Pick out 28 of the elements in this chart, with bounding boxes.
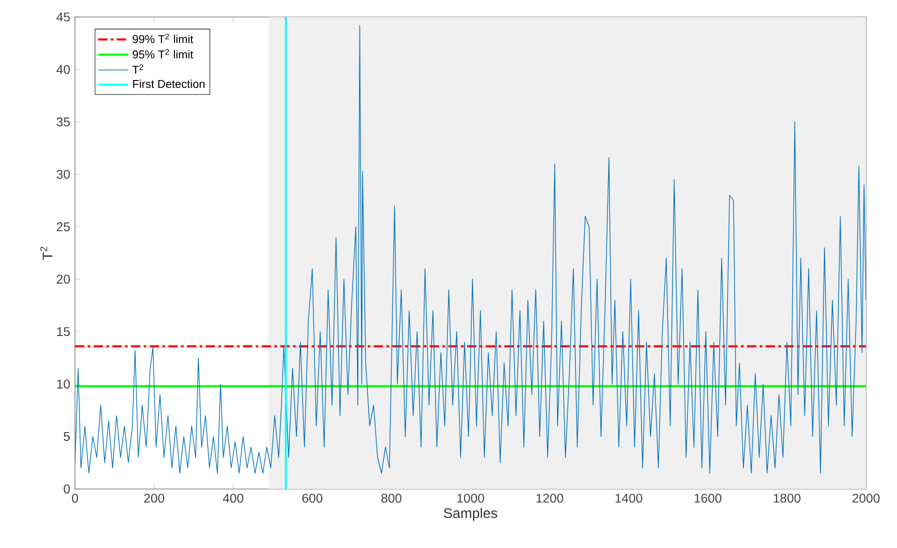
- y-tick-label: 25: [56, 222, 70, 232]
- x-tick-label: 400: [222, 494, 244, 503]
- legend-label: T$^{2}$: [132, 64, 144, 74]
- x-tick-label: 600: [302, 494, 322, 503]
- x-tick-label: 2000: [852, 494, 880, 503]
- y-tick-label: 30: [56, 170, 70, 179]
- y-tick-label: 40: [56, 64, 70, 74]
- y-tick-label: 5: [64, 432, 70, 441]
- y-axis-title: T$^{2}$: [40, 246, 52, 260]
- x-tick-label: 1200: [536, 494, 564, 503]
- y-tick-label: 10: [57, 380, 70, 389]
- x-tick-label: 200: [144, 494, 164, 503]
- x-tick-label: 1000: [457, 494, 484, 503]
- x-tick-label: 1800: [774, 494, 800, 503]
- y-tick-label: 0: [64, 484, 70, 494]
- x-tick-label: 0: [72, 494, 78, 503]
- line-series: [75, 25, 866, 474]
- legend-label: 99% T$^{2}$ limit: [132, 34, 194, 44]
- legend-label: 95% T$^{2}$ limit: [132, 49, 194, 58]
- y-tick-label: 15: [57, 327, 70, 336]
- legend-label: First Detection: [133, 80, 204, 88]
- y-tick-label: 20: [56, 274, 70, 284]
- y-tick-label: 35: [56, 117, 70, 126]
- x-axis-title: Samples: [444, 508, 498, 521]
- x-tick-label: 1600: [694, 494, 722, 503]
- x-tick-label: 800: [381, 494, 402, 503]
- x-tick-label: 1400: [616, 494, 642, 503]
- y-tick-label: 45: [56, 12, 70, 22]
